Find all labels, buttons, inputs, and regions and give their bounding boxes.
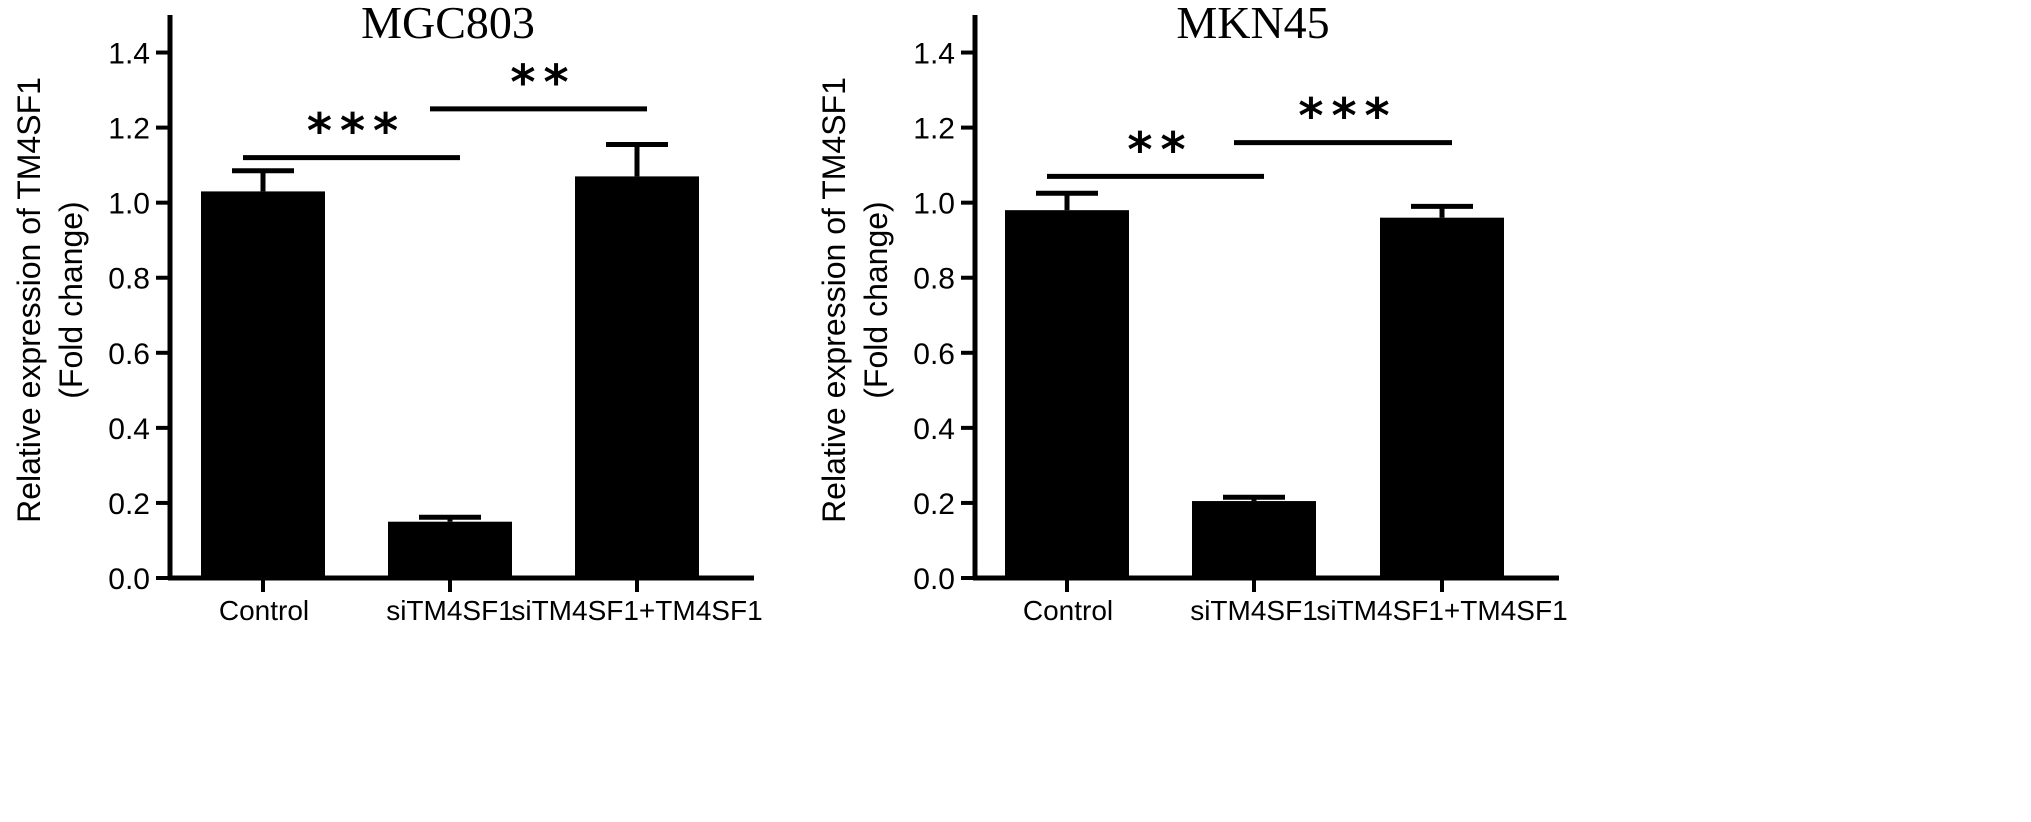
- y-tick-label: 0.8: [108, 263, 150, 296]
- y-tick-label: 1.2: [108, 113, 150, 146]
- y-tick-label: 1.0: [108, 188, 150, 221]
- y-tick-label: 0.6: [913, 338, 955, 371]
- x-tick-label: siTM4SF1+TM4SF1: [1316, 595, 1567, 626]
- x-tick-label: siTM4SF1: [386, 595, 514, 626]
- chart-title: MKN45: [1176, 0, 1329, 48]
- bar-sitm4sf1-tm4sf1: [575, 176, 699, 579]
- significance-label: **: [510, 55, 576, 111]
- y-axis-label: Relative expression of TM4SF1: [11, 77, 47, 523]
- bar-control: [1005, 210, 1129, 578]
- y-tick-label: 0.4: [108, 413, 150, 446]
- bar-sitm4sf1: [388, 521, 512, 578]
- chart-panel-mkn45: MKN45 0.0 0.2 0.4 0.6 0.8 1.0 1.2 1.4 Relative ex…: [816, 0, 1568, 626]
- chart-title: MGC803: [361, 0, 535, 48]
- y-tick-label: 0.0: [913, 563, 955, 596]
- y-tick-label: 1.2: [913, 113, 955, 146]
- bar-control: [201, 191, 325, 578]
- y-tick-label: 1.0: [913, 188, 955, 221]
- bar-sitm4sf1: [1192, 501, 1316, 578]
- x-tick-label: siTM4SF1+TM4SF1: [511, 595, 762, 626]
- significance-label: ***: [1298, 89, 1397, 145]
- y-tick-label: 0.0: [108, 563, 150, 596]
- significance-label: ***: [307, 104, 406, 160]
- y-tick-label: 1.4: [913, 38, 955, 71]
- chart-panel-mgc803: MGC803 0.0 0.2 0.4 0.6 0.8 1.0 1.2 1.4 Relative e…: [11, 0, 763, 626]
- y-tick-label: 0.6: [108, 338, 150, 371]
- y-tick-label: 0.4: [913, 413, 955, 446]
- y-tick-label: 0.2: [913, 488, 955, 521]
- y-tick-label: 1.4: [108, 38, 150, 71]
- y-axis-label: Relative expression of TM4SF1: [816, 77, 852, 523]
- y-tick-label: 0.8: [913, 263, 955, 296]
- x-tick-label: siTM4SF1: [1190, 595, 1318, 626]
- x-tick-label: Control: [1023, 595, 1113, 626]
- x-tick-label: Control: [219, 595, 309, 626]
- y-axis-label-unit: (Fold change): [858, 201, 894, 398]
- y-axis-label-unit: (Fold change): [53, 201, 89, 398]
- bar-sitm4sf1-tm4sf1: [1380, 217, 1504, 578]
- y-tick-label: 0.2: [108, 488, 150, 521]
- significance-label: **: [1127, 122, 1193, 178]
